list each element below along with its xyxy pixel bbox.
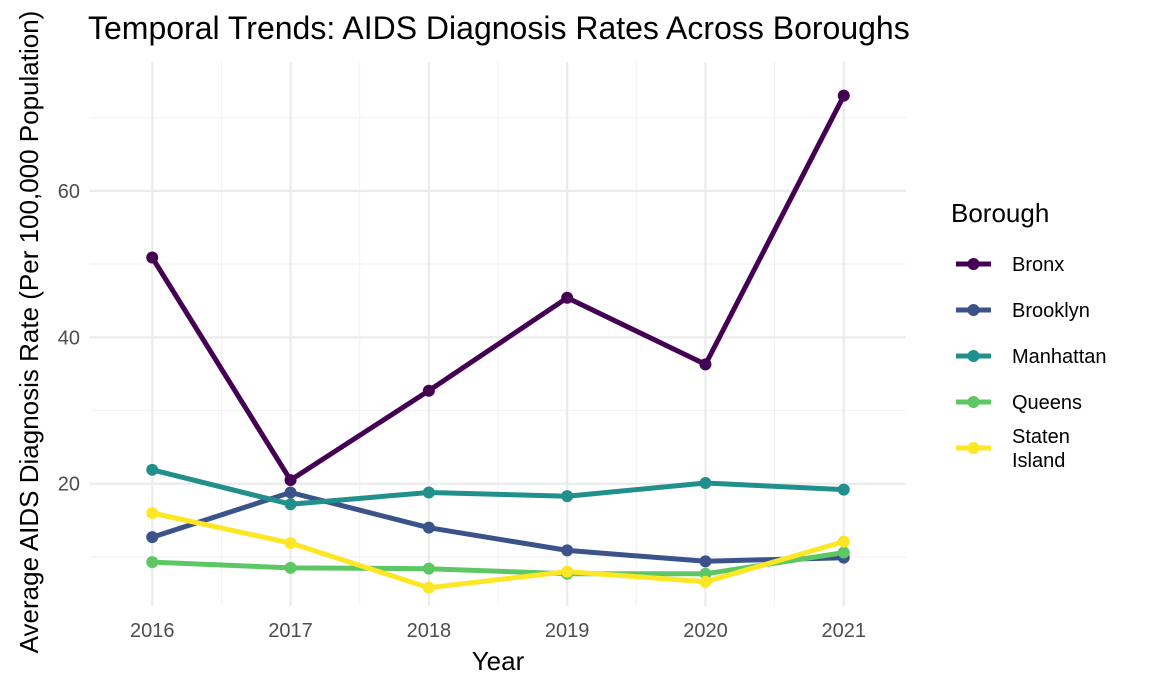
data-point-bronx	[699, 358, 712, 371]
data-point-brooklyn	[699, 555, 712, 568]
data-point-bronx	[146, 251, 159, 264]
x-tick-label: 2020	[683, 620, 728, 642]
y-axis-title: Average AIDS Diagnosis Rate (Per 100,000…	[14, 11, 44, 654]
y-tick-label: 20	[58, 474, 80, 496]
data-point-bronx	[561, 291, 574, 304]
data-point-staten-island	[284, 537, 297, 550]
legend-label-bronx: Bronx	[1012, 254, 1064, 276]
x-tick-labels: 2016 2017 2018 2019 2020 2021	[130, 620, 866, 642]
legend-key-point-queens	[967, 396, 980, 408]
legend-key-point-staten-island	[967, 442, 980, 454]
series-line-bronx	[150, 94, 847, 483]
series-lines	[150, 94, 847, 591]
x-tick-label: 2018	[407, 620, 452, 642]
data-point-brooklyn	[284, 486, 297, 499]
data-point-staten-island	[146, 507, 159, 520]
legend-label-queens: Queens	[1012, 392, 1082, 414]
series-line-staten-island	[151, 510, 845, 591]
data-point-staten-island	[561, 565, 574, 578]
series-line-manhattan	[151, 467, 844, 507]
data-point-queens	[422, 562, 435, 575]
data-point-manhattan	[561, 490, 574, 503]
legend-key-point-brooklyn	[967, 304, 980, 316]
data-point-staten-island	[837, 535, 850, 548]
legend-key-point-manhattan	[967, 350, 980, 362]
x-tick-label: 2017	[268, 620, 313, 642]
series-line-queens	[152, 550, 845, 577]
data-point-brooklyn	[561, 544, 574, 557]
x-axis-title: Year	[472, 646, 525, 676]
data-point-brooklyn	[422, 521, 435, 534]
data-point-manhattan	[837, 483, 850, 496]
data-point-manhattan	[699, 476, 712, 489]
data-points	[146, 89, 850, 594]
legend-key-point-bronx	[967, 258, 980, 270]
data-point-staten-island	[699, 575, 712, 588]
y-tick-label: 60	[58, 181, 80, 203]
data-point-queens	[284, 561, 297, 574]
y-tick-label: 40	[58, 327, 80, 349]
legend-label-staten-island: Staten Island	[1012, 426, 1070, 472]
data-point-staten-island	[422, 581, 435, 594]
data-point-bronx	[422, 384, 435, 397]
chart-title: Temporal Trends: AIDS Diagnosis Rates Ac…	[88, 10, 910, 46]
legend: Borough Bronx Brooklyn Manhattan Queens Stat…	[951, 198, 1107, 472]
x-tick-label: 2021	[822, 620, 867, 642]
data-point-queens	[837, 546, 850, 559]
y-tick-labels: 20 40 60	[58, 181, 80, 496]
legend-label-brooklyn: Brooklyn	[1012, 300, 1090, 322]
legend-label-manhattan: Manhattan	[1012, 346, 1107, 368]
data-point-bronx	[837, 89, 850, 102]
data-point-brooklyn	[146, 531, 159, 544]
legend-title: Borough	[951, 198, 1049, 228]
x-tick-label: 2016	[130, 620, 175, 642]
x-tick-label: 2019	[545, 620, 590, 642]
data-point-queens	[146, 556, 159, 569]
data-point-manhattan	[422, 486, 435, 499]
data-point-manhattan	[146, 463, 159, 476]
data-point-bronx	[284, 474, 297, 487]
data-point-manhattan	[284, 498, 297, 511]
